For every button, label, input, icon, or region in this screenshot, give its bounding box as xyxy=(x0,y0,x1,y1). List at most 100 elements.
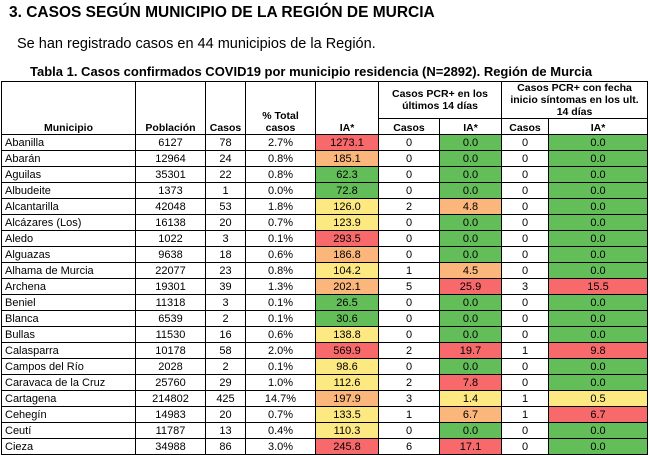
cell-ia-14d: 0.0 xyxy=(439,422,502,439)
cell-municipio: Campos del Río xyxy=(1,358,136,375)
cell-ia-14d: 25.9 xyxy=(439,278,502,295)
cell-casos: 18 xyxy=(205,246,246,263)
table-row: Cieza 34988 86 3.0% 245.8 6 17.1 0 0.0 xyxy=(1,438,648,455)
cell-municipio: Alguazas xyxy=(1,246,136,263)
cell-ia-sint: 15.5 xyxy=(548,278,648,295)
cell-ia: 138.8 xyxy=(315,326,379,343)
cell-municipio: Blanca xyxy=(1,310,136,327)
cell-poblacion: 11787 xyxy=(135,422,206,439)
cell-casos: 58 xyxy=(205,342,246,359)
cell-casos: 23 xyxy=(205,262,246,279)
cell-casos: 13 xyxy=(205,422,246,439)
cell-ia-14d: 0.0 xyxy=(439,358,502,375)
cell-poblacion: 35301 xyxy=(135,166,206,183)
cell-ia-sint: 0.0 xyxy=(548,134,648,151)
cell-municipio: Abanilla xyxy=(1,134,136,151)
cell-casos-14d: 0 xyxy=(378,358,440,375)
cell-ia-sint: 0.0 xyxy=(548,230,648,247)
cell-casos: 86 xyxy=(205,438,246,455)
table-caption: Tabla 1. Casos confirmados COVID19 por m… xyxy=(30,64,593,79)
cell-ia: 123.9 xyxy=(315,214,379,231)
cell-ia-sint: 0.0 xyxy=(548,182,648,199)
cell-ia-14d: 1.4 xyxy=(439,390,502,407)
cell-ia-sint: 0.5 xyxy=(548,390,648,407)
cell-pct-total: 0.7% xyxy=(245,406,316,423)
cell-pct-total: 0.7% xyxy=(245,214,316,231)
cell-ia-14d: 0.0 xyxy=(439,246,502,263)
table-row: Beniel 11318 3 0.1% 26.5 0 0.0 0 0.0 xyxy=(1,294,648,311)
cell-ia-sint: 0.0 xyxy=(548,438,648,455)
cell-municipio: Caravaca de la Cruz xyxy=(1,374,136,391)
cell-casos-sint: 0 xyxy=(501,214,549,231)
cell-poblacion: 25760 xyxy=(135,374,206,391)
cell-ia-14d: 0.0 xyxy=(439,230,502,247)
cell-pct-total: 0.8% xyxy=(245,262,316,279)
cell-ia-sint: 0.0 xyxy=(548,262,648,279)
cell-poblacion: 10178 xyxy=(135,342,206,359)
cell-ia-14d: 6.7 xyxy=(439,406,502,423)
cell-poblacion: 9638 xyxy=(135,246,206,263)
cell-ia: 197.9 xyxy=(315,390,379,407)
cell-casos-sint: 0 xyxy=(501,294,549,311)
header-municipio: Municipio xyxy=(1,81,136,135)
cell-poblacion: 214802 xyxy=(135,390,206,407)
cell-casos-14d: 0 xyxy=(378,326,440,343)
cell-casos-sint: 1 xyxy=(501,342,549,359)
cell-pct-total: 2.0% xyxy=(245,342,316,359)
cell-ia: 62.3 xyxy=(315,166,379,183)
cell-municipio: Cartagena xyxy=(1,390,136,407)
cell-ia: 202.1 xyxy=(315,278,379,295)
cell-municipio: Aguilas xyxy=(1,166,136,183)
cases-table: Municipio Población Casos % Total casos … xyxy=(1,81,648,455)
table-row: Abarán 12964 24 0.8% 185.1 0 0.0 0 0.0 xyxy=(1,150,648,167)
cell-ia-sint: 0.0 xyxy=(548,246,648,263)
header-casos: Casos xyxy=(205,81,246,135)
cell-poblacion: 6127 xyxy=(135,134,206,151)
cell-casos-14d: 0 xyxy=(378,310,440,327)
cell-casos-14d: 2 xyxy=(378,374,440,391)
cell-pct-total: 1.8% xyxy=(245,198,316,215)
cell-ia-sint: 0.0 xyxy=(548,310,648,327)
cell-poblacion: 19301 xyxy=(135,278,206,295)
cell-casos-14d: 0 xyxy=(378,166,440,183)
cell-ia: 104.2 xyxy=(315,262,379,279)
cell-casos: 29 xyxy=(205,374,246,391)
cell-municipio: Alhama de Murcia xyxy=(1,262,136,279)
cell-casos-sint: 0 xyxy=(501,358,549,375)
cell-ia: 569.9 xyxy=(315,342,379,359)
cell-casos-sint: 3 xyxy=(501,278,549,295)
cell-municipio: Archena xyxy=(1,278,136,295)
cell-casos: 2 xyxy=(205,358,246,375)
table-row: Bullas 11530 16 0.6% 138.8 0 0.0 0 0.0 xyxy=(1,326,648,343)
cell-casos-14d: 1 xyxy=(378,406,440,423)
cell-ia: 245.8 xyxy=(315,438,379,455)
table-row: Alhama de Murcia 22077 23 0.8% 104.2 1 4.5 0 0.0 xyxy=(1,262,648,279)
cell-pct-total: 1.0% xyxy=(245,374,316,391)
table-row: Caravaca de la Cruz 25760 29 1.0% 112.6 2 7.8 0… xyxy=(1,374,648,391)
cell-casos-sint: 0 xyxy=(501,198,549,215)
cell-casos-sint: 0 xyxy=(501,326,549,343)
cell-casos-sint: 0 xyxy=(501,374,549,391)
cell-casos: 2 xyxy=(205,310,246,327)
cell-poblacion: 11318 xyxy=(135,294,206,311)
header-poblacion: Población xyxy=(135,81,206,135)
cell-poblacion: 6539 xyxy=(135,310,206,327)
cell-ia-sint: 0.0 xyxy=(548,358,648,375)
cell-casos-sint: 1 xyxy=(501,390,549,407)
cell-casos: 78 xyxy=(205,134,246,151)
cell-municipio: Aledo xyxy=(1,230,136,247)
cell-casos-14d: 0 xyxy=(378,182,440,199)
cell-ia-sint: 0.0 xyxy=(548,422,648,439)
cell-casos: 24 xyxy=(205,150,246,167)
table-row: Albudeite 1373 1 0.0% 72.8 0 0.0 0 0.0 xyxy=(1,182,648,199)
section-heading: 3. CASOS SEGÚN MUNICIPIO DE LA REGIÓN DE… xyxy=(9,4,435,21)
cell-casos-14d: 0 xyxy=(378,246,440,263)
header-ia: IA* xyxy=(315,81,379,135)
table-row: Cartagena 214802 425 14.7% 197.9 3 1.4 1 0.5 xyxy=(1,390,648,407)
cell-pct-total: 2.7% xyxy=(245,134,316,151)
cell-casos-sint: 0 xyxy=(501,246,549,263)
cell-ia-sint: 0.0 xyxy=(548,150,648,167)
cell-ia: 26.5 xyxy=(315,294,379,311)
cell-ia-14d: 0.0 xyxy=(439,182,502,199)
cell-ia: 98.6 xyxy=(315,358,379,375)
